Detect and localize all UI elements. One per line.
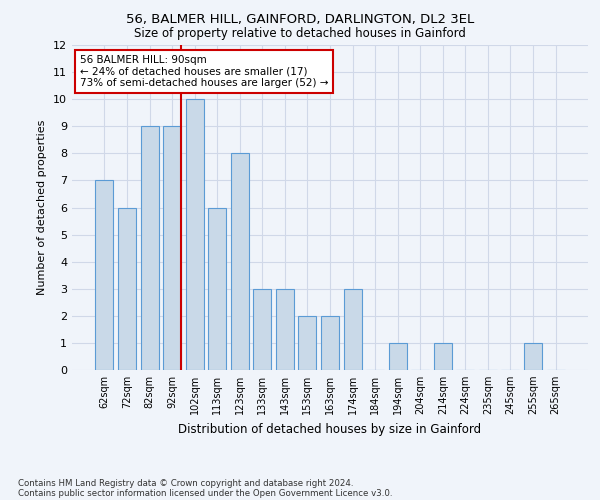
Text: Contains public sector information licensed under the Open Government Licence v3: Contains public sector information licen…: [18, 488, 392, 498]
Bar: [524, 343, 542, 370]
Bar: [253, 289, 271, 370]
Text: Contains HM Land Registry data © Crown copyright and database right 2024.: Contains HM Land Registry data © Crown c…: [18, 478, 353, 488]
Bar: [344, 289, 362, 370]
Bar: [321, 316, 339, 370]
Bar: [140, 126, 158, 370]
Text: Size of property relative to detached houses in Gainford: Size of property relative to detached ho…: [134, 28, 466, 40]
Bar: [276, 289, 294, 370]
Bar: [185, 99, 204, 370]
Text: 56 BALMER HILL: 90sqm
← 24% of detached houses are smaller (17)
73% of semi-deta: 56 BALMER HILL: 90sqm ← 24% of detached …: [80, 54, 328, 88]
X-axis label: Distribution of detached houses by size in Gainford: Distribution of detached houses by size …: [178, 422, 482, 436]
Bar: [163, 126, 181, 370]
Bar: [231, 154, 249, 370]
Bar: [434, 343, 452, 370]
Y-axis label: Number of detached properties: Number of detached properties: [37, 120, 47, 295]
Bar: [95, 180, 113, 370]
Bar: [389, 343, 407, 370]
Bar: [208, 208, 226, 370]
Bar: [298, 316, 316, 370]
Text: 56, BALMER HILL, GAINFORD, DARLINGTON, DL2 3EL: 56, BALMER HILL, GAINFORD, DARLINGTON, D…: [126, 12, 474, 26]
Bar: [118, 208, 136, 370]
